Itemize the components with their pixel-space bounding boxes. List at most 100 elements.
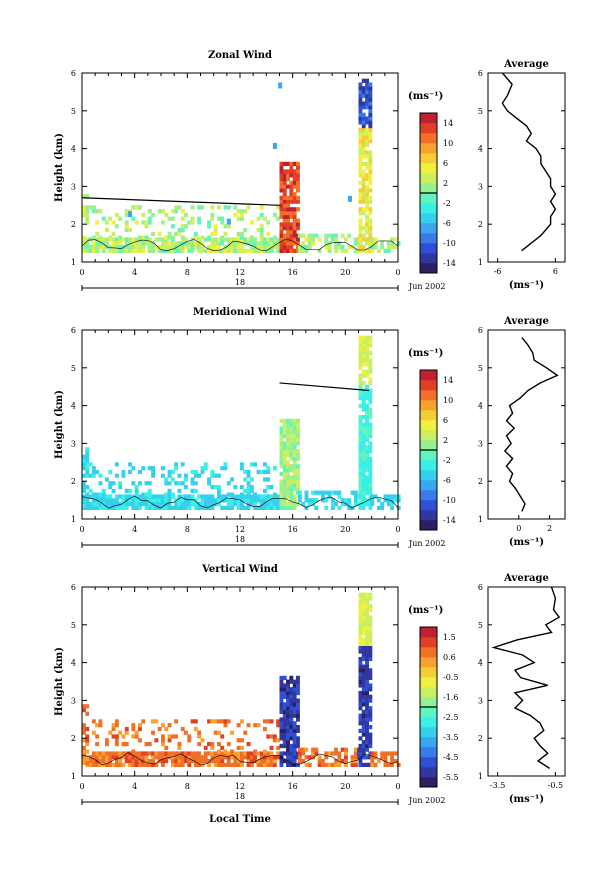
heatmap-cell [253, 723, 258, 728]
heatmap-cell [282, 464, 287, 469]
heatmap-cell [340, 248, 345, 253]
heatmap-cell [365, 468, 369, 473]
heatmap-cell [365, 241, 369, 246]
heatmap-cell [289, 751, 294, 756]
heatmap-cell [85, 726, 90, 732]
heatmap-cell [292, 426, 297, 431]
heatmap-cell [358, 233, 363, 238]
heatmap-cell [358, 683, 363, 688]
heatmap-cell [200, 738, 205, 743]
heatmap-cell [292, 483, 297, 488]
heatmap-cell [368, 604, 373, 609]
heatmap-cell [161, 723, 165, 728]
heatmap-cell [108, 245, 113, 250]
heatmap-cell [144, 742, 149, 747]
heatmap-cell [121, 473, 126, 478]
heatmap-cell [358, 384, 363, 389]
heatmap-cell [282, 233, 287, 238]
heatmap-cell [314, 505, 319, 510]
heatmap-cell [141, 502, 146, 507]
heatmap-cell [249, 494, 254, 499]
heatmap-cell [383, 494, 388, 499]
heatmap-cell [365, 604, 369, 609]
heatmap-cell [350, 755, 355, 760]
heatmap-cell [282, 441, 287, 446]
heatmap-cell [358, 698, 363, 703]
heatmap-cell [292, 233, 297, 238]
heatmap-cell [292, 222, 297, 227]
heatmap-cell [365, 634, 369, 639]
heatmap-cell [210, 216, 215, 221]
heatmap-cell [154, 751, 159, 756]
heatmap-cell [358, 645, 363, 650]
heatmap-cell [203, 462, 208, 467]
heatmap-cell [246, 723, 251, 728]
heatmap-cell [203, 466, 208, 471]
heatmap-cell [220, 498, 225, 503]
heatmap-cell [358, 452, 363, 457]
heatmap-cell [253, 505, 258, 510]
heatmap-cell [289, 494, 294, 499]
heatmap-cell [292, 694, 297, 699]
heatmap-cell [147, 209, 152, 214]
heatmap-cell [292, 736, 297, 741]
heatmap-cell [321, 490, 325, 495]
heatmap-cell [249, 488, 254, 493]
heatmap-cell [314, 490, 319, 495]
heatmap-cell [358, 422, 363, 427]
heatmap-cell [365, 698, 369, 703]
heatmap-cell [266, 220, 271, 225]
heatmap-cell [289, 169, 294, 174]
heatmap-cell [365, 426, 369, 431]
heatmap-cell [365, 203, 369, 208]
heatmap-cell [141, 245, 146, 250]
heatmap-cell [88, 205, 93, 210]
heatmap-cell [358, 505, 363, 510]
heatmap-cell [236, 755, 241, 760]
heatmap-cell [301, 233, 306, 238]
heatmap-cell [184, 477, 188, 482]
heatmap-cell [365, 139, 369, 144]
heatmap-cell [85, 711, 90, 716]
heatmap-cell [286, 717, 290, 722]
heatmap-cell [289, 184, 294, 189]
heatmap-cell [358, 105, 363, 110]
heatmap-cell [193, 241, 198, 246]
heatmap-cell [289, 229, 294, 235]
heatmap-cell [128, 210, 133, 217]
heatmap-cell [292, 479, 297, 484]
heatmap-cell [101, 492, 106, 497]
heatmap-cell [358, 622, 363, 628]
heatmap-cell [210, 485, 215, 490]
y-tick-label: 5 [71, 107, 76, 116]
heatmap-cell [98, 481, 103, 486]
heatmap-cell [91, 469, 96, 475]
boundary-layer-line [81, 197, 280, 206]
heatmap-cell [365, 335, 369, 340]
heatmap-cell [330, 237, 335, 242]
heatmap-cell [279, 502, 284, 507]
heatmap-cell [167, 248, 172, 253]
heatmap-cell [85, 246, 90, 252]
heatmap-cell [187, 755, 192, 760]
heatmap-cell [190, 502, 195, 507]
heatmap-cell [134, 248, 139, 253]
colorbar-tick-label: -2 [443, 456, 451, 465]
heatmap-cell [282, 675, 287, 680]
heatmap-cell [361, 426, 366, 431]
heatmap-cell [286, 195, 290, 200]
heatmap-cell [368, 335, 373, 340]
heatmap-cell [85, 496, 90, 501]
heatmap-cell [286, 709, 290, 714]
heatmap-cell [286, 687, 290, 692]
heatmap-cell [368, 158, 373, 163]
heatmap-cell [361, 747, 366, 752]
heatmap-cell [368, 505, 373, 510]
heatmap-cell [358, 158, 363, 163]
heatmap-cell [292, 169, 297, 174]
heatmap-cell [361, 124, 366, 129]
average-profile-line [503, 337, 559, 512]
heatmap-cell [124, 505, 129, 510]
heatmap-cell [292, 184, 297, 189]
heatmap-cell [358, 343, 363, 348]
